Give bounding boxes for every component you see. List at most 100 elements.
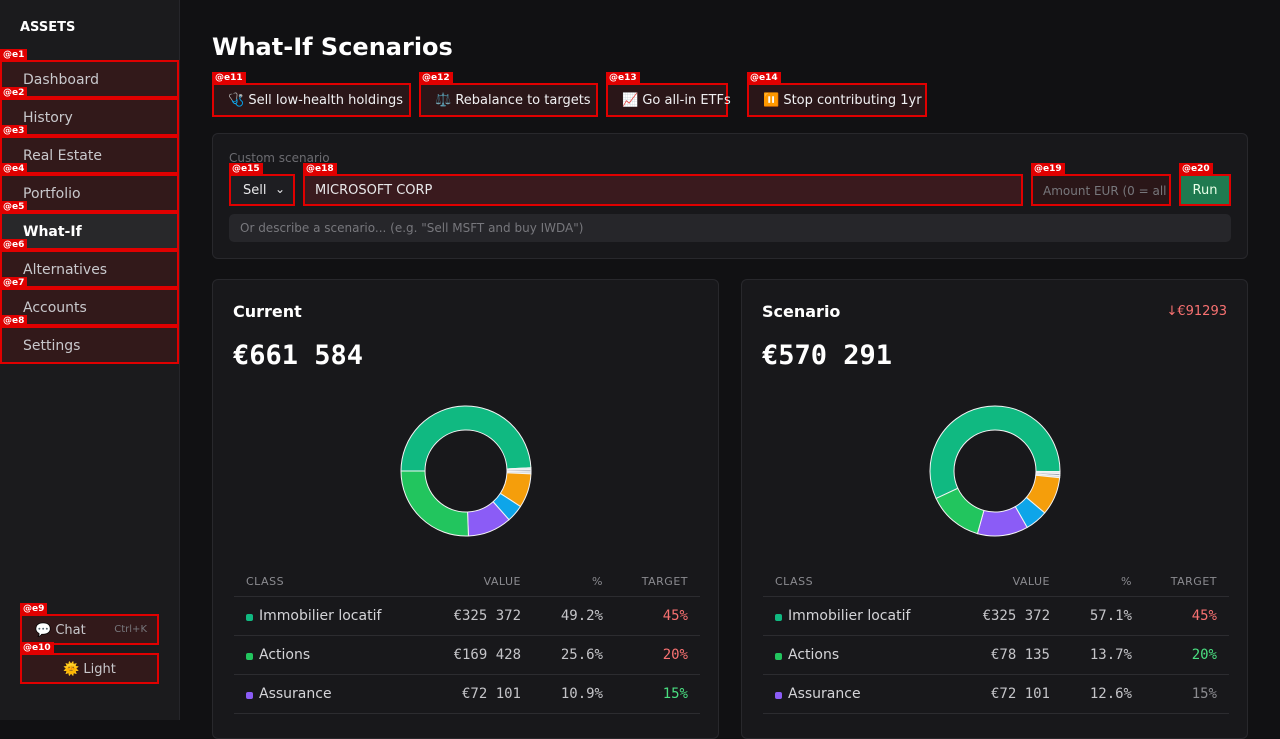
run-label: Run	[1192, 183, 1218, 198]
class-dot	[775, 653, 782, 660]
card-delta: ↓€91293	[1166, 304, 1227, 319]
annotation-tag: @e14	[747, 72, 781, 84]
nav-item[interactable]: @e8 Settings	[0, 315, 179, 364]
cell-value: €169 428	[453, 647, 521, 663]
describe-input[interactable]: Or describe a scenario... (e.g. "Sell MS…	[229, 214, 1231, 242]
column-header: %	[592, 575, 603, 588]
cell-pct: 13.7%	[1089, 647, 1132, 663]
nav-item[interactable]: @e7 Accounts	[0, 277, 179, 326]
nav-item[interactable]: @e5 What-If	[0, 201, 179, 250]
preset-button[interactable]: @e13 📈 Go all-in ETFs	[606, 72, 731, 117]
nav-label: Real Estate	[23, 148, 102, 164]
amount-input[interactable]: @e19 Amount EUR (0 = all)	[1031, 163, 1171, 206]
nav-item[interactable]: @e4 Portfolio	[0, 163, 179, 212]
annotation-tag: @e20	[1179, 163, 1213, 175]
donut-slice	[400, 405, 532, 472]
card: Current €661 584 CLASS VALUE% TARGET Immobili…	[212, 279, 719, 739]
column-header: TARGET	[1170, 575, 1217, 588]
chat-shortcut: Ctrl+K	[114, 624, 147, 635]
nav-item[interactable]: @e3 Real Estate	[0, 125, 179, 174]
nav-label: Accounts	[23, 300, 87, 316]
cell-class: Assurance	[259, 686, 332, 702]
chat-button[interactable]: @e9 💬 Chat Ctrl+K	[20, 603, 159, 645]
cell-pct: 10.9%	[560, 686, 603, 702]
preset-label: ⏸️ Stop contributing 1yr	[763, 93, 922, 108]
row-rule	[763, 713, 1229, 714]
annotation-tag: @e10	[20, 642, 54, 654]
preset-label: 🩺 Sell low-health holdings	[228, 93, 404, 108]
annotation-tag: @e19	[1031, 163, 1065, 175]
preset-label: 📈 Go all-in ETFs	[622, 93, 731, 108]
donut-slice	[935, 487, 985, 535]
column-header: VALUE	[1012, 575, 1050, 588]
nav-item[interactable]: @e6 Alternatives	[0, 239, 179, 288]
cell-value: €325 372	[453, 608, 521, 624]
cell-target: 45%	[1191, 608, 1217, 624]
column-header: VALUE	[483, 575, 521, 588]
theme-label: 🌞 Light	[63, 662, 116, 677]
preset-button[interactable]: @e14 ⏸️ Stop contributing 1yr	[747, 72, 927, 117]
holding-input[interactable]: @e18 MICROSOFT CORP	[303, 163, 1023, 206]
annotation-tag: @e3	[0, 125, 28, 137]
annotation-tag: @e11	[212, 72, 246, 84]
main: What-If Scenarios Custom scenario Or des…	[180, 0, 1280, 739]
preset-button[interactable]: @e12 ⚖️ Rebalance to targets	[419, 72, 598, 117]
annotation-tag: @e8	[0, 315, 28, 327]
cell-class: Assurance	[788, 686, 861, 702]
annotation-tag: @e4	[0, 163, 28, 175]
table-rule	[763, 596, 1229, 597]
cell-pct: 12.6%	[1089, 686, 1132, 702]
column-header: CLASS	[775, 575, 814, 588]
cell-pct: 25.6%	[560, 647, 603, 663]
sidebar-heading: ASSETS	[20, 20, 76, 35]
row-rule	[763, 635, 1229, 636]
row-rule	[234, 713, 700, 714]
annotation-tag: @e15	[229, 163, 263, 175]
annotation-tag: @e7	[0, 277, 28, 289]
cell-target: 15%	[662, 686, 688, 702]
cell-target: 45%	[662, 608, 688, 624]
preset-label: ⚖️ Rebalance to targets	[435, 93, 591, 108]
cell-value: €78 135	[990, 647, 1050, 663]
annotation-tag: @e9	[20, 603, 48, 615]
action-select[interactable]: @e15 Sell ⌄	[229, 163, 295, 206]
annotation-tag: @e6	[0, 239, 28, 251]
card-total: €661 584	[233, 340, 364, 371]
nav-label: Alternatives	[23, 262, 108, 278]
donut-slice	[400, 470, 469, 537]
holding-value: MICROSOFT CORP	[315, 183, 433, 198]
custom-panel: Custom scenario Or describe a scenario..…	[212, 133, 1248, 259]
action-value: Sell	[243, 183, 267, 198]
select-arrow: ⌄	[274, 182, 285, 196]
column-header: CLASS	[246, 575, 285, 588]
cell-class: Immobilier locatif	[788, 608, 911, 624]
card-total: €570 291	[762, 340, 893, 371]
row-rule	[763, 674, 1229, 675]
class-dot	[246, 614, 253, 621]
card-title: Current	[233, 302, 302, 321]
donut-slice	[929, 405, 1061, 500]
row-rule	[234, 674, 700, 675]
custom-label: Custom scenario	[229, 151, 330, 165]
cell-pct: 57.1%	[1089, 608, 1132, 624]
nav-item[interactable]: @e1 Dashboard	[0, 49, 179, 98]
cell-class: Actions	[788, 647, 840, 663]
nav-label: Settings	[23, 338, 81, 354]
annotation-tag: @e18	[303, 163, 337, 175]
annotation-tag: @e2	[0, 87, 28, 99]
theme-toggle[interactable]: @e10 🌞 Light	[20, 642, 159, 684]
run-button[interactable]: @e20 Run	[1179, 163, 1231, 206]
page-title: What-If Scenarios	[212, 33, 453, 61]
column-header: TARGET	[641, 575, 688, 588]
annotation-tag: @e13	[606, 72, 640, 84]
cell-value: €72 101	[990, 686, 1050, 702]
cell-class: Actions	[259, 647, 311, 663]
table-rule	[234, 596, 700, 597]
nav-label: Dashboard	[23, 72, 99, 88]
amount-placeholder: Amount EUR (0 = all)	[1043, 184, 1167, 198]
preset-button[interactable]: @e11 🩺 Sell low-health holdings	[212, 72, 411, 117]
nav-item[interactable]: @e2 History	[0, 87, 179, 136]
column-header: %	[1121, 575, 1132, 588]
